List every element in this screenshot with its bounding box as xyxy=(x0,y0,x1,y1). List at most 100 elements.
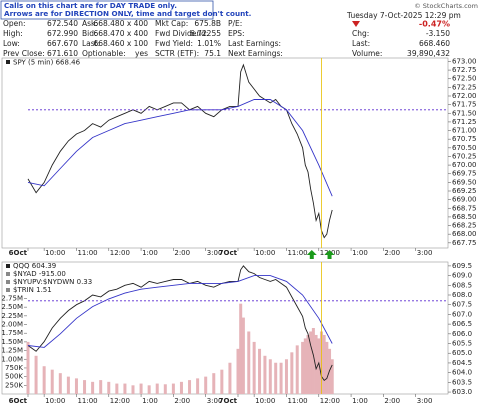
x-tick-label: 10:00 xyxy=(255,249,275,257)
notice: Arrows are for DIRECTION ONLY, time and … xyxy=(4,9,251,18)
y-tick-label: 668.75 xyxy=(452,204,477,212)
volume-bar xyxy=(83,380,87,394)
change-pct: -0.47% xyxy=(419,20,450,29)
volume-bar xyxy=(268,359,272,394)
y2-tick-label: 1.50M xyxy=(1,338,23,346)
y-tick-label: 672.00 xyxy=(452,92,477,100)
volume-bar xyxy=(325,341,329,394)
y-tick-label: 669.00 xyxy=(452,196,477,204)
volume-bar xyxy=(204,376,208,394)
quote-label: Fwd Dividend: xyxy=(155,29,208,38)
y-tick-label: 669.25 xyxy=(452,187,477,195)
legend-swatch xyxy=(6,60,10,64)
x-tick-label: 1:00 xyxy=(352,397,368,405)
y2-tick-label: 2.75M xyxy=(1,294,23,302)
volume-bar xyxy=(241,317,245,394)
quote-value: 668.470 x 400 xyxy=(93,29,148,38)
quote-label: P/E: xyxy=(228,19,242,28)
quote-label: Ask: xyxy=(82,19,98,28)
x-tick-label: 2:00 xyxy=(384,397,400,405)
y-tick-label: 603.0 xyxy=(452,388,472,396)
x-tick-label: 12:00 xyxy=(110,249,130,257)
legend-swatch xyxy=(6,288,10,292)
date: Tuesday 7-Oct-2025 12:29 pm xyxy=(346,11,461,20)
x-tick-label: 2:00 xyxy=(384,249,400,257)
quote-value: 39,890,432 xyxy=(407,49,450,58)
volume-bar xyxy=(330,359,334,394)
y-tick-label: 670.50 xyxy=(452,144,477,152)
annotation: $NYUPV:$NYDWN 0.33 xyxy=(13,278,92,286)
volume-bar xyxy=(179,381,183,394)
chart-title: SPY (5 min) 668.46 xyxy=(13,59,81,67)
volume-bar xyxy=(303,338,307,394)
y-tick-label: 605.0 xyxy=(452,349,472,357)
y-tick-label: 671.00 xyxy=(452,127,477,135)
price-line xyxy=(27,99,333,197)
annotation: $TRIN 1.51 xyxy=(13,286,52,294)
watermark: © StockCharts.com xyxy=(414,2,478,10)
y-tick-label: 609.5 xyxy=(452,262,472,270)
y-tick-label: 607.5 xyxy=(452,301,472,309)
volume-bar xyxy=(295,345,299,394)
quote-value: 672.990 xyxy=(47,29,78,38)
price-line xyxy=(27,275,333,348)
y-tick-label: 671.75 xyxy=(452,101,477,109)
x-tick-label: 11:00 xyxy=(77,397,97,405)
x-tick-label: 12:00 xyxy=(320,397,340,405)
volume-bar xyxy=(34,355,38,394)
x-tick-label: 2:00 xyxy=(174,397,190,405)
quote-value: 667.670 xyxy=(47,39,78,48)
y-tick-label: 672.50 xyxy=(452,75,477,83)
down-triangle xyxy=(352,21,360,27)
volume-bar xyxy=(263,355,267,394)
x-tick-label: 1:00 xyxy=(352,249,368,257)
volume-bar xyxy=(306,334,310,394)
quote-label: Last: xyxy=(82,39,100,48)
y-tick-label: 605.5 xyxy=(452,340,472,348)
x-tick-label: 2:00 xyxy=(174,249,190,257)
y-tick-label: 609.0 xyxy=(452,272,472,280)
volume-bar xyxy=(258,348,262,394)
x-tick-label: 11:00 xyxy=(287,397,307,405)
y-tick-label: 669.75 xyxy=(452,170,477,178)
volume-bar xyxy=(58,373,62,394)
x-tick-label: 10:00 xyxy=(45,397,65,405)
x-tick-label: 1:00 xyxy=(142,249,158,257)
volume-bar xyxy=(42,366,46,394)
y-tick-label: 667.75 xyxy=(452,239,477,247)
quote-label: Bid: xyxy=(82,29,97,38)
x-tick-label: 3:00 xyxy=(417,397,433,405)
quote-label: Prev Close: xyxy=(3,49,45,58)
volume-bar xyxy=(279,362,283,394)
y-tick-label: 671.25 xyxy=(452,118,477,126)
y-tick-label: 606.5 xyxy=(452,320,472,328)
volume-bar xyxy=(163,384,167,394)
legend-swatch xyxy=(6,272,10,276)
x-tick-label: 3:00 xyxy=(417,249,433,257)
price-line xyxy=(27,265,333,382)
y-tick-label: 668.50 xyxy=(452,213,477,221)
volume-bar xyxy=(99,380,103,394)
y-tick-label: 604.0 xyxy=(452,369,472,377)
y2-tick-label: 2.50M xyxy=(1,303,23,311)
y-tick-label: 668.00 xyxy=(452,230,477,238)
annotation: $NYAD -915.00 xyxy=(13,270,66,278)
y-tick-label: 669.50 xyxy=(452,178,477,186)
volume-bar xyxy=(314,334,318,394)
quote-value: -3.150 xyxy=(426,29,450,38)
quote-value: 672.540 xyxy=(47,19,78,28)
y2-tick-label: 250K xyxy=(5,381,23,389)
volume-bar xyxy=(91,381,95,394)
legend-swatch xyxy=(6,264,10,268)
volume-bar xyxy=(131,385,135,394)
y-tick-label: 608.0 xyxy=(452,291,472,299)
x-tick-label: 1:00 xyxy=(142,397,158,405)
quote-label: Last Earnings: xyxy=(228,39,281,48)
volume-bar xyxy=(50,369,54,394)
y2-tick-label: 1.75M xyxy=(1,329,23,337)
x-tick-label: 10:00 xyxy=(45,249,65,257)
y2-tick-label: 1.25M xyxy=(1,347,23,355)
volume-bar xyxy=(66,376,70,394)
x-day-label: 6Oct xyxy=(9,397,28,405)
notice: Calls on this chart are for DAY TRADE on… xyxy=(4,1,177,10)
